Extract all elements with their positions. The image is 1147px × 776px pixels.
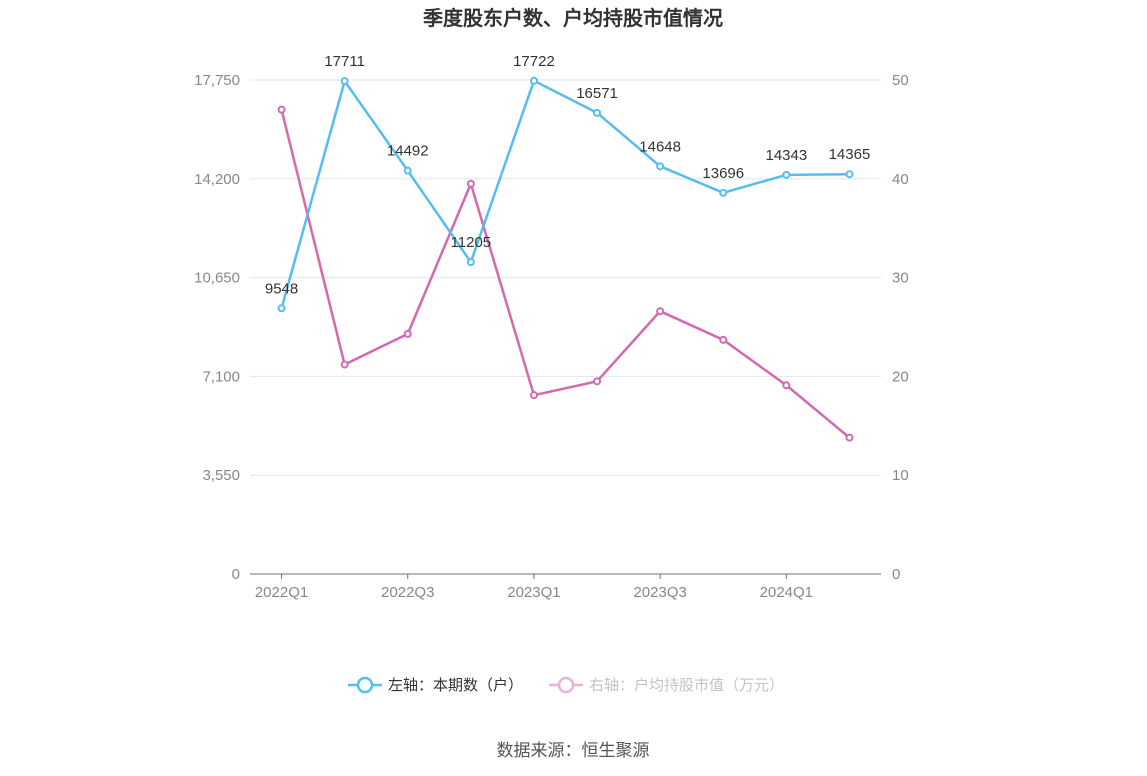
- left-tick-label: 3,550: [202, 467, 240, 484]
- right-tick-label: 10: [892, 467, 909, 484]
- shareholders-data-label: 14343: [765, 147, 807, 164]
- shareholders-data-label: 14648: [639, 138, 681, 155]
- market-value-point: [277, 105, 286, 114]
- shareholders-data-label: 9548: [265, 280, 298, 297]
- chart-title: 季度股东户数、户均持股市值情况: [422, 6, 723, 30]
- left-tick-label: 7,100: [202, 368, 240, 385]
- x-tick-label: 2023Q1: [507, 584, 560, 601]
- shareholders-data-label: 17711: [324, 53, 365, 70]
- shareholders-point: [277, 304, 286, 313]
- shareholders-point: [845, 170, 854, 179]
- shareholders-data-label: 16571: [576, 85, 618, 102]
- shareholders-point: [403, 166, 412, 175]
- shareholders-point: [782, 170, 791, 179]
- right-tick-label: 20: [892, 368, 909, 385]
- right-tick-label: 50: [892, 72, 909, 89]
- x-tick-label: 2022Q3: [381, 584, 434, 601]
- x-tick-label: 2022Q1: [255, 584, 308, 601]
- legend-item-shareholders: 左轴：本期数（户）: [348, 676, 523, 694]
- market-value-point: [593, 377, 602, 386]
- x-axis: 2022Q1 2022Q3 2023Q1 2023Q3 2024Q1: [250, 573, 881, 601]
- legend-marker-icon: [356, 676, 374, 694]
- shareholders-data-label: 17722: [513, 53, 555, 70]
- left-tick-label: 14,200: [194, 171, 240, 188]
- x-tick-label: 2024Q1: [760, 584, 813, 601]
- source-note: 数据来源：恒生聚源: [497, 741, 650, 761]
- shareholders-point: [656, 162, 665, 171]
- series-line-market-value: [280, 109, 851, 439]
- market-value-point: [466, 179, 475, 188]
- market-value-point: [529, 391, 538, 400]
- market-value-point: [845, 433, 854, 442]
- market-value-point: [340, 360, 349, 369]
- shareholders-point: [593, 108, 602, 117]
- right-tick-label: 30: [892, 270, 909, 287]
- shareholders-point: [719, 188, 728, 197]
- x-tick-label: 2023Q3: [633, 584, 686, 601]
- shareholders-data-label: 11205: [451, 234, 492, 251]
- right-tick-label: 40: [892, 171, 909, 188]
- market-value-point: [403, 329, 412, 338]
- shareholders-data-label: 14492: [387, 143, 429, 160]
- legend-marker-icon: [557, 676, 575, 694]
- right-tick-label: 0: [892, 566, 900, 583]
- left-tick-label: 0: [232, 566, 240, 583]
- market-value-point: [656, 307, 665, 316]
- market-value-point: [719, 335, 728, 344]
- shareholders-point: [466, 258, 475, 267]
- series-layer: 9548 17711 14492 11205 17722 16571 14648 13696 1…: [265, 53, 871, 442]
- legend: 左轴：本期数（户） 右轴：户均持股市值（万元）: [348, 676, 784, 694]
- shareholders-data-label: 14365: [829, 146, 871, 163]
- market-value-point: [782, 381, 791, 390]
- legend-label: 左轴：本期数（户）: [388, 676, 523, 694]
- left-tick-label: 17,750: [194, 72, 240, 89]
- right-axis: 0 10 20 30 40 50: [892, 72, 909, 583]
- left-tick-label: 10,650: [194, 270, 240, 287]
- legend-label: 右轴：户均持股市值（万元）: [589, 676, 784, 694]
- left-axis: 0 3,550 7,100 10,650 14,200 17,750: [194, 72, 240, 583]
- grid-lines: [250, 79, 881, 476]
- series-line-shareholders: [280, 78, 850, 309]
- shareholders-data-label: 13696: [702, 165, 744, 182]
- legend-item-market-value: 右轴：户均持股市值（万元）: [549, 676, 784, 694]
- shareholders-point: [529, 76, 538, 85]
- shareholders-point: [340, 77, 349, 86]
